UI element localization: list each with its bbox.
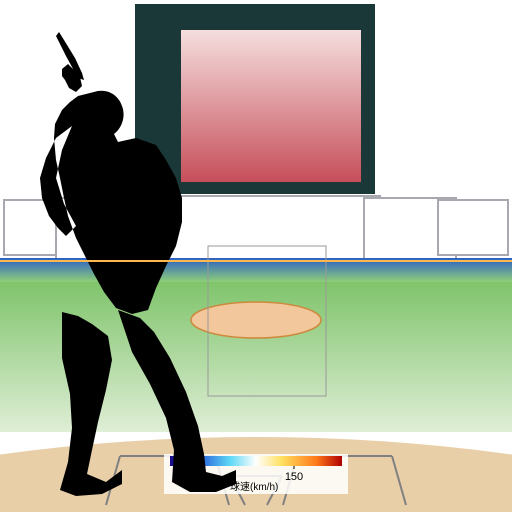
stand-block	[438, 200, 508, 255]
legend-tick-label: 150	[285, 471, 303, 483]
legend-label: 球速(km/h)	[230, 480, 278, 493]
stand-rail	[0, 260, 512, 262]
scoreboard	[135, 4, 375, 194]
scoreboard-screen	[181, 30, 361, 182]
pitchers-mound	[191, 302, 321, 338]
